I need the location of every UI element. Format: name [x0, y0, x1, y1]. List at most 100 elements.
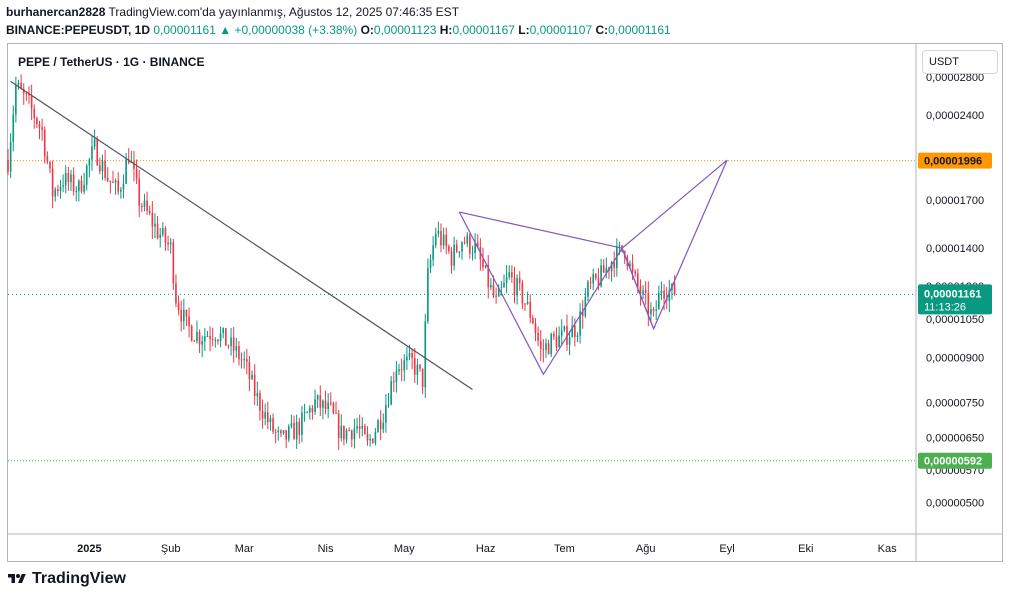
candle [461, 241, 463, 260]
candle [172, 238, 175, 290]
candle [576, 332, 579, 343]
candle [542, 339, 545, 363]
y-tick-label: 0,00000500 [926, 497, 984, 509]
candle-body [634, 271, 637, 274]
current-price-label-bg [918, 284, 992, 315]
candle-body [545, 343, 547, 351]
close-label: C: [595, 23, 609, 37]
candle [421, 368, 424, 395]
candle [225, 328, 227, 346]
candle-body [59, 186, 62, 192]
candle-body [440, 230, 442, 246]
candle [427, 258, 429, 324]
currency-unit-button[interactable]: USDT [922, 50, 998, 74]
candle [424, 313, 427, 398]
candle [146, 191, 148, 215]
candle [529, 294, 532, 324]
candle-body [167, 242, 169, 245]
candle [429, 254, 432, 273]
candle-body [287, 426, 290, 440]
candle [419, 364, 421, 372]
candle-body [563, 326, 566, 331]
candle-body [358, 426, 361, 429]
candle-body [75, 191, 78, 193]
candle-body [135, 168, 138, 179]
candle-body [83, 184, 85, 192]
candle-body [324, 400, 327, 409]
candle-body [461, 242, 463, 252]
candle-body [471, 253, 474, 255]
candle [379, 410, 382, 441]
candle-body [85, 165, 88, 185]
candle-body [290, 423, 293, 427]
candle-body [214, 339, 217, 341]
candle [80, 175, 83, 194]
candle-body [306, 412, 308, 414]
candle-body [555, 336, 558, 348]
candle [12, 105, 15, 152]
candle-body [122, 183, 125, 190]
candle [322, 399, 324, 420]
candle-body [62, 185, 64, 187]
candle-body [558, 335, 560, 348]
candle-body [327, 402, 329, 409]
candle [141, 202, 143, 212]
candle [232, 327, 235, 363]
candle [36, 116, 38, 129]
candle [188, 307, 190, 338]
candle [177, 295, 180, 316]
candle [101, 154, 104, 180]
candle [38, 120, 41, 140]
candle-body [398, 369, 400, 372]
candle-body [159, 234, 162, 238]
chart-frame[interactable] [7, 43, 1003, 562]
candle-body [458, 251, 461, 253]
candle [539, 330, 542, 362]
candle-body [20, 82, 22, 89]
candle-body [618, 245, 621, 247]
candle [7, 148, 9, 176]
candle-body [429, 259, 432, 269]
candle [668, 279, 671, 313]
x-tick-label: Mar [235, 543, 254, 555]
candle-body [311, 407, 314, 412]
candle [201, 335, 204, 358]
candle-body [432, 245, 434, 260]
candle [261, 399, 264, 429]
candle [639, 279, 642, 306]
candle-body [332, 403, 335, 413]
candle-body [500, 287, 503, 289]
candle-body [427, 268, 429, 322]
candle-body [476, 242, 479, 248]
candle [91, 135, 93, 171]
candle [348, 427, 350, 432]
candle [560, 319, 563, 346]
candle-body [120, 189, 122, 192]
candle-body [169, 242, 172, 245]
candle-body [329, 402, 332, 404]
candle [505, 265, 508, 294]
candle [605, 257, 608, 279]
candle [545, 338, 547, 358]
candle [356, 417, 358, 434]
candle [437, 221, 440, 238]
harmonic-xb [459, 211, 623, 249]
candle [211, 327, 214, 347]
candle [57, 184, 59, 197]
candle-body [272, 418, 274, 432]
candle [466, 232, 469, 248]
candle [122, 174, 125, 199]
candle-body [322, 400, 324, 408]
candle [366, 426, 369, 446]
candle [374, 427, 377, 446]
candle-body [387, 404, 390, 406]
candle-body [597, 278, 600, 287]
candle [269, 415, 272, 431]
candle-body [581, 311, 584, 317]
candle-body [201, 341, 204, 345]
candle [290, 414, 293, 429]
candle [274, 428, 277, 444]
candle-body [156, 223, 159, 238]
candle [589, 276, 592, 289]
